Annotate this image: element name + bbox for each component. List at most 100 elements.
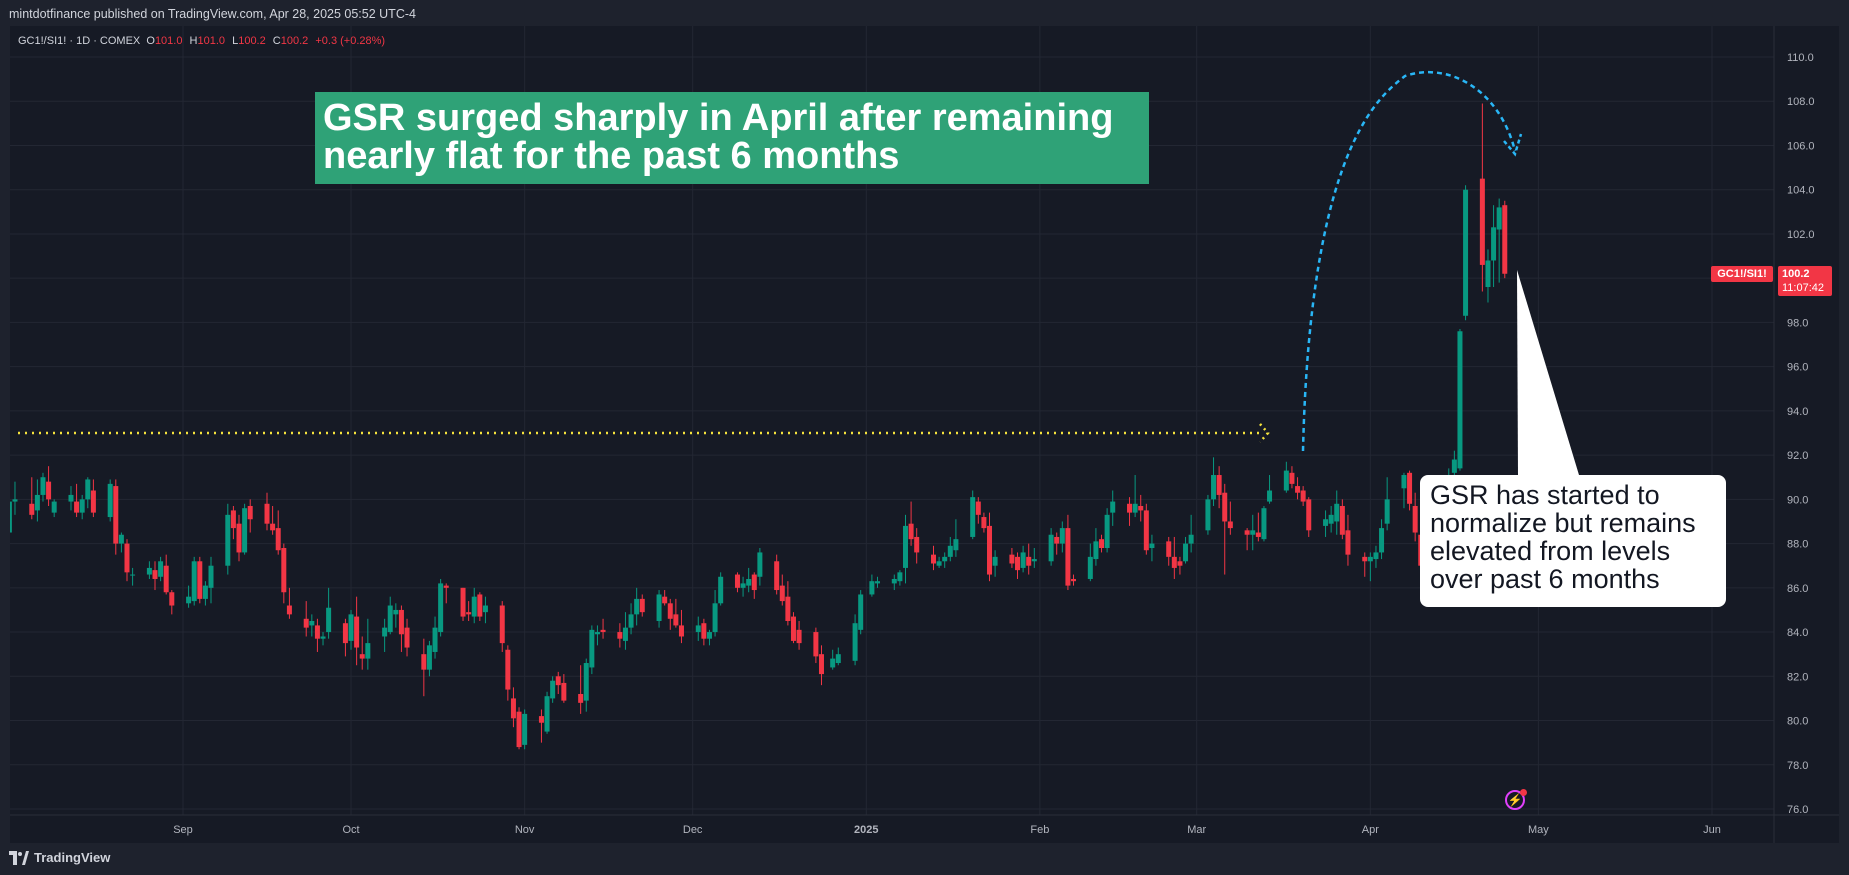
candle-down	[1295, 486, 1301, 493]
candle-down	[1407, 472, 1413, 504]
candle-down	[914, 536, 920, 553]
candle-up	[10, 501, 12, 533]
candle-down	[1009, 554, 1015, 564]
candle-down	[1143, 510, 1149, 551]
tradingview-logo[interactable]: TradingView	[9, 850, 110, 865]
candle-up	[40, 477, 46, 495]
candle-down	[1166, 541, 1172, 557]
candle-down	[499, 605, 505, 644]
candle-up	[1334, 503, 1340, 522]
candle-up	[471, 596, 477, 617]
candle-up	[85, 479, 91, 500]
candle-down	[1138, 505, 1144, 511]
candle-down	[538, 716, 544, 723]
candle-up	[393, 609, 399, 615]
candle-up	[482, 605, 488, 613]
candle-up	[874, 581, 880, 584]
candle-up	[225, 514, 231, 566]
price-tick-label: 108.0	[1787, 96, 1815, 108]
candle-down	[163, 565, 169, 593]
price-tick-label: 90.0	[1787, 494, 1808, 506]
callout-note[interactable]: GSR has started to normalize but remains…	[1420, 475, 1726, 607]
lightning-icon[interactable]: ⚡	[1505, 790, 1525, 810]
time-tick-label: Sep	[173, 824, 193, 836]
candle-up	[1267, 490, 1273, 502]
bar-countdown: 11:07:42	[1782, 282, 1825, 294]
candle-down	[1127, 503, 1133, 513]
legend-low: 100.2	[238, 35, 266, 47]
price-tick-label: 88.0	[1787, 539, 1808, 551]
candle-up	[320, 636, 326, 639]
candle-up	[432, 627, 438, 652]
candle-down	[981, 517, 987, 529]
candle-down	[29, 503, 35, 515]
publisher-text: mintdotfinance published on TradingView.…	[9, 7, 416, 21]
candle-up	[1373, 552, 1379, 560]
candle-down	[303, 618, 309, 628]
candle-up	[852, 623, 858, 661]
candle-down	[169, 592, 175, 606]
time-tick-label: Apr	[1362, 824, 1379, 836]
candle-down	[1306, 499, 1312, 531]
candle-down	[1255, 532, 1261, 537]
candle-up	[634, 598, 640, 615]
candle-up	[1110, 501, 1116, 513]
candle-down	[46, 481, 52, 500]
candle-down	[505, 649, 511, 690]
price-tick-label: 94.0	[1787, 406, 1808, 418]
candle-up	[1323, 519, 1329, 526]
time-tick-label: Mar	[1187, 824, 1206, 836]
candle-up	[208, 565, 214, 588]
price-tick-label: 80.0	[1787, 716, 1808, 728]
candle-down	[113, 486, 119, 544]
candle-up	[1485, 260, 1491, 288]
candle-down	[1216, 475, 1222, 495]
candle-up	[68, 494, 74, 502]
candle-up	[757, 552, 763, 577]
headline-banner[interactable]: GSR surged sharply in April after remain…	[315, 92, 1149, 184]
surge-arrow[interactable]	[1301, 70, 1517, 452]
price-tick-label: 96.0	[1787, 362, 1808, 374]
time-tick-label: Dec	[683, 824, 703, 836]
candle-up	[706, 632, 712, 639]
candle-up	[1328, 514, 1334, 524]
candle-up	[544, 696, 550, 732]
candle-up	[146, 567, 152, 575]
candle-down	[74, 501, 80, 513]
candle-up	[656, 594, 662, 621]
candle-down	[561, 682, 567, 701]
candle-down	[662, 596, 668, 604]
candle-down	[1222, 492, 1228, 522]
candle-up	[79, 499, 85, 513]
candle-down	[1054, 536, 1060, 544]
candle-up	[1104, 514, 1110, 549]
candle-up	[12, 499, 18, 502]
candle-down	[701, 623, 707, 639]
candle-down	[678, 625, 684, 637]
candle-up	[51, 501, 57, 513]
footer-bar: TradingView	[0, 843, 1849, 875]
candle-up	[628, 614, 634, 628]
candle-down	[342, 623, 348, 644]
footer-brand: TradingView	[34, 850, 111, 865]
legend-open: 101.0	[154, 35, 183, 47]
candle-down	[617, 632, 623, 639]
time-tick-label: Oct	[342, 824, 359, 836]
legend-close-label: C	[272, 35, 281, 47]
candle-down	[600, 629, 606, 633]
time-tick-label: Nov	[515, 824, 535, 836]
candle-up	[1367, 556, 1373, 562]
candle-down	[673, 614, 679, 626]
candle-down	[639, 598, 645, 613]
candle-up	[326, 607, 332, 633]
candle-up	[622, 627, 628, 641]
price-tick-label: 86.0	[1787, 583, 1808, 595]
candle-up	[348, 614, 354, 641]
candle-down	[398, 609, 404, 635]
candle-up	[387, 605, 393, 633]
candle-up	[589, 629, 595, 668]
candle-down	[286, 605, 292, 615]
candle-up	[1496, 207, 1502, 230]
candle-down	[785, 596, 791, 621]
candle-down	[1227, 521, 1233, 529]
